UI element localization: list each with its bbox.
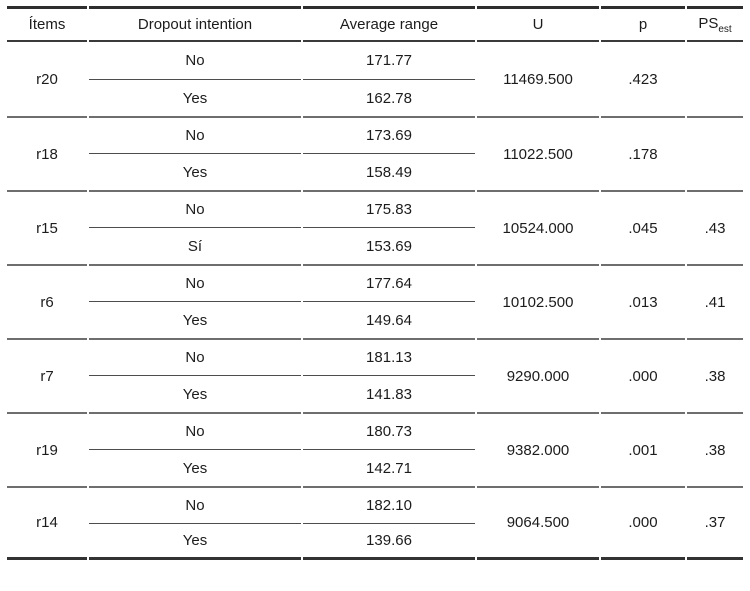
header-row: Ítems Dropout intention Average range U … <box>7 6 743 42</box>
item-cell: r14 <box>7 486 87 560</box>
item-cell: r15 <box>7 190 87 264</box>
table-row: r15 No 175.83 10524.000 .045 .43 <box>7 190 743 237</box>
item-group: r18 No 173.69 11022.500 .178 Yes 158.49 <box>7 116 743 190</box>
u-cell: 10102.500 <box>477 264 599 338</box>
average-range-yes-cell: 142.71 <box>303 449 475 486</box>
dropout-no-cell: No <box>185 52 205 69</box>
results-table: Ítems Dropout intention Average range U … <box>5 6 745 560</box>
table-row: r19 No 180.73 9382.000 .001 .38 <box>7 412 743 459</box>
col-header-average-range: Average range <box>303 6 475 42</box>
ps-est-cell: .41 <box>687 264 743 338</box>
table-row: Yes 142.71 <box>7 449 743 486</box>
dropout-yes-cell: Yes <box>89 523 301 560</box>
col-header-p: p <box>601 6 685 42</box>
table-header: Ítems Dropout intention Average range U … <box>7 6 743 42</box>
item-group: r14 No 182.10 9064.500 .000 .37 Yes 139.… <box>7 486 743 560</box>
p-cell: .045 <box>601 190 685 264</box>
item-group: r15 No 175.83 10524.000 .045 .43 Sí 153.… <box>7 190 743 264</box>
item-group: r7 No 181.13 9290.000 .000 .38 Yes 141.8… <box>7 338 743 412</box>
dropout-yes-cell: Yes <box>89 301 301 338</box>
u-cell: 9382.000 <box>477 412 599 486</box>
item-group: r19 No 180.73 9382.000 .001 .38 Yes 142.… <box>7 412 743 486</box>
dropout-no-cell: No <box>89 486 301 523</box>
ps-est-cell: .38 <box>687 412 743 486</box>
average-range-no-cell: 180.73 <box>303 412 475 449</box>
u-cell: 10524.000 <box>477 190 599 264</box>
ps-label: PS <box>698 14 719 32</box>
ps-est-cell <box>687 116 743 190</box>
average-range-yes-cell: 141.83 <box>303 375 475 412</box>
p-cell: .000 <box>601 486 685 560</box>
item-cell: r19 <box>7 412 87 486</box>
item-cell: r7 <box>7 338 87 412</box>
average-range-yes-cell: 162.78 <box>303 79 475 116</box>
p-cell: .013 <box>601 264 685 338</box>
average-range-yes-cell: 149.64 <box>303 301 475 338</box>
ps-est-cell: .38 <box>687 338 743 412</box>
dropout-no-cell: No <box>89 264 301 301</box>
ps-est-cell <box>687 42 743 116</box>
table-row: r20 No 171.77 11469.500 .423 <box>7 42 743 88</box>
table-row: Yes 139.66 <box>7 523 743 560</box>
col-header-u: U <box>477 6 599 42</box>
col-header-ps-est: PSest <box>687 6 743 42</box>
average-range-no-cell: 171.77 <box>366 52 412 69</box>
table-row: r6 No 177.64 10102.500 .013 .41 <box>7 264 743 311</box>
table-row: Yes 158.49 <box>7 153 743 190</box>
dropout-no-cell: No <box>89 412 301 449</box>
item-cell: r6 <box>7 264 87 338</box>
paper-table-page: Ítems Dropout intention Average range U … <box>5 6 745 560</box>
average-range-no-cell: 173.69 <box>303 116 475 153</box>
p-cell: .000 <box>601 338 685 412</box>
item-cell: r20 <box>36 70 58 88</box>
col-header-items: Ítems <box>7 6 87 42</box>
dropout-yes-cell: Yes <box>89 79 301 116</box>
p-cell: .423 <box>628 70 658 88</box>
dropout-yes-cell: Yes <box>89 449 301 486</box>
p-cell: .178 <box>601 116 685 190</box>
u-cell: 11469.500 <box>503 70 573 88</box>
item-group: r20 No 171.77 11469.500 .423 Yes 162.78 <box>7 42 743 116</box>
p-cell: .001 <box>601 412 685 486</box>
u-cell: 9290.000 <box>477 338 599 412</box>
table-row: Yes 162.78 <box>7 79 743 116</box>
ps-est-cell: .37 <box>687 486 743 560</box>
average-range-no-cell: 177.64 <box>303 264 475 301</box>
table-row: r14 No 182.10 9064.500 .000 .37 <box>7 486 743 560</box>
table-row: Sí 153.69 <box>7 227 743 264</box>
ps-est-cell: .43 <box>687 190 743 264</box>
average-range-yes-cell: 153.69 <box>303 227 475 264</box>
table-row: Yes 149.64 <box>7 301 743 338</box>
dropout-no-cell: No <box>89 338 301 375</box>
dropout-no-cell: No <box>89 190 301 227</box>
table-row: r7 No 181.13 9290.000 .000 .38 <box>7 338 743 385</box>
item-cell: r18 <box>7 116 87 190</box>
dropout-yes-cell: Yes <box>89 375 301 412</box>
average-range-yes-cell: 158.49 <box>303 153 475 190</box>
dropout-no-cell: No <box>89 116 301 153</box>
table-row: Yes 141.83 <box>7 375 743 412</box>
item-group: r6 No 177.64 10102.500 .013 .41 Yes 149.… <box>7 264 743 338</box>
average-range-no-cell: 181.13 <box>303 338 475 375</box>
u-cell: 9064.500 <box>477 486 599 560</box>
table-row: r18 No 173.69 11022.500 .178 <box>7 116 743 163</box>
average-range-yes-cell: 139.66 <box>303 523 475 560</box>
col-header-dropout-intention: Dropout intention <box>89 6 301 42</box>
dropout-yes-cell: Sí <box>89 227 301 264</box>
average-range-no-cell: 182.10 <box>303 486 475 523</box>
dropout-yes-cell: Yes <box>89 153 301 190</box>
ps-subscript: est <box>718 23 732 35</box>
average-range-no-cell: 175.83 <box>303 190 475 227</box>
u-cell: 11022.500 <box>477 116 599 190</box>
